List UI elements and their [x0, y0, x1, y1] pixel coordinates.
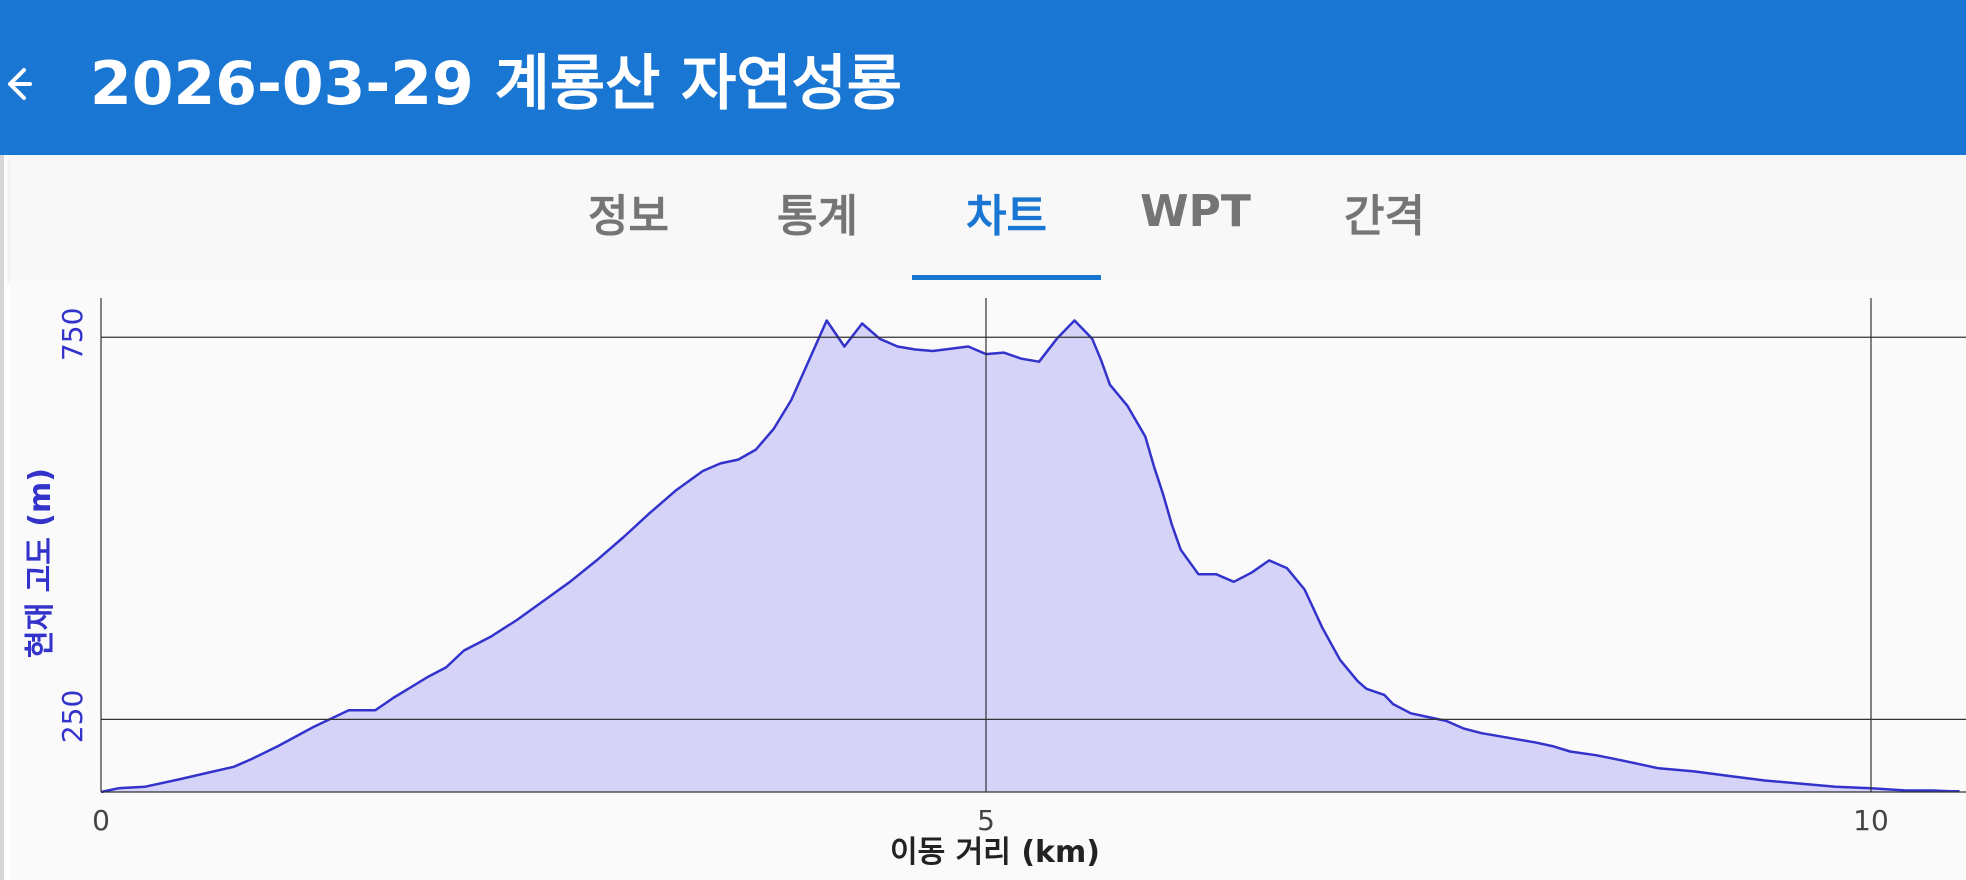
tab-info[interactable]: 정보 — [588, 190, 669, 242]
tab-stats[interactable]: 통계 — [777, 190, 858, 242]
tab-wpt[interactable]: WPT — [1140, 186, 1251, 237]
x-tick-label: 0 — [92, 804, 110, 837]
elevation-chart[interactable]: 0 5 10 250 750 이동 거리 (km) 현재 고도 (m) — [10, 280, 1966, 880]
back-button[interactable] — [0, 48, 46, 120]
y-tick-label: 750 — [56, 308, 89, 361]
app-bar: 2026-03-29 계룡산 자연성룡 — [0, 0, 1966, 155]
x-tick-label: 5 — [977, 804, 995, 837]
left-edge-divider — [0, 155, 4, 880]
elevation-area — [101, 320, 1960, 792]
page-title: 2026-03-29 계룡산 자연성룡 — [90, 49, 902, 119]
tab-interval[interactable]: 간격 — [1344, 190, 1425, 242]
chart-container: 0 5 10 250 750 이동 거리 (km) 현재 고도 (m) — [10, 280, 1966, 880]
tab-bar: 정보 통계 차트 WPT 간격 — [10, 155, 1966, 280]
arrow-left-icon — [8, 68, 32, 100]
y-tick-label: 250 — [56, 690, 89, 743]
x-tick-label: 10 — [1853, 804, 1889, 837]
elevation-line — [100, 319, 1960, 794]
x-axis-title: 이동 거리 (km) — [890, 835, 1100, 870]
y-axis-title: 현재 고도 (m) — [23, 468, 58, 658]
tab-chart[interactable]: 차트 — [912, 155, 1101, 280]
